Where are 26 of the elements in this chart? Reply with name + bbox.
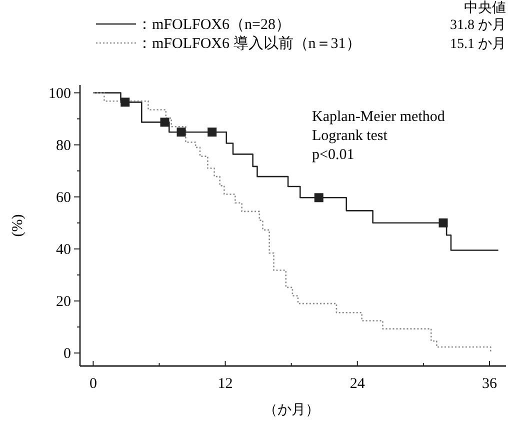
x-tick-label: 36 [482, 376, 498, 392]
x-tick-label: 0 [89, 376, 97, 392]
y-tick-label: 20 [56, 294, 71, 310]
point [208, 128, 217, 137]
annotation: p<0.01 [312, 147, 354, 163]
text: 31.8 か月 [450, 18, 506, 33]
x-axis-title: （か月） [263, 403, 320, 418]
legend-label: ：mFOLFOX6（n=28） [137, 17, 290, 33]
y-tick-label: 60 [56, 190, 71, 206]
x-tick-label: 12 [218, 376, 233, 392]
point [438, 218, 448, 228]
point [314, 193, 324, 202]
point [176, 128, 186, 137]
text: 15.1 か月 [450, 37, 506, 52]
y-tick-label: 40 [56, 242, 71, 258]
point [120, 98, 130, 107]
y-tick-label: 100 [48, 86, 71, 102]
y-tick-label: 80 [56, 138, 71, 154]
annotation: Kaplan-Meier method [312, 109, 446, 125]
point [160, 118, 170, 127]
text: 中央値 [464, 0, 506, 16]
legend-label: ：mFOLFOX6 導入以前（n＝31） [137, 35, 361, 52]
y-tick-label: 0 [64, 346, 71, 362]
x-tick-label: 24 [350, 376, 366, 392]
annotation: Logrank test [312, 128, 388, 144]
y-axis-title: (%) [10, 214, 26, 237]
